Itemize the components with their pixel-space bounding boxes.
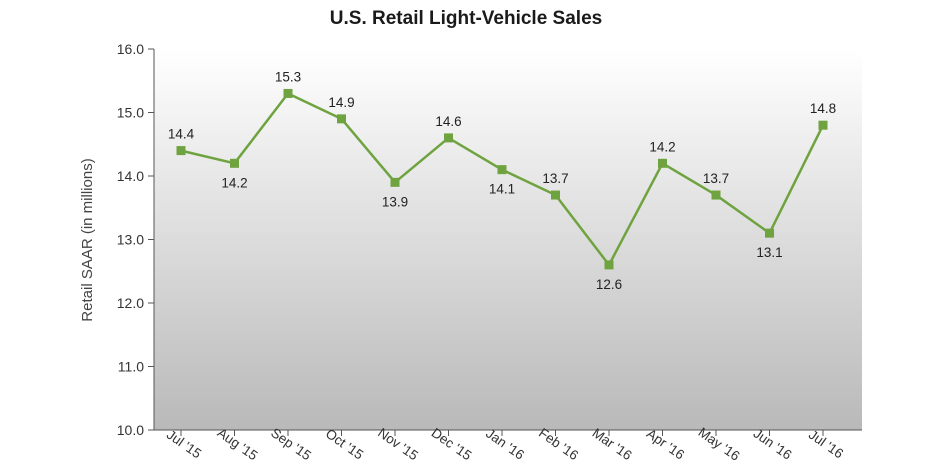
- data-label: 13.7: [542, 171, 568, 186]
- y-axis-label: Retail SAAR (in millions): [79, 158, 96, 321]
- data-point: [444, 133, 453, 143]
- data-point: [604, 260, 614, 270]
- data-point: [765, 228, 774, 238]
- series-group: 14.4 14.2 15.3 14.9 13.9 14.6 14.1 13.7 12.6 14.2…: [168, 69, 836, 291]
- data-point: [176, 146, 186, 156]
- data-label: 14.8: [810, 101, 836, 116]
- x-tick-label: Jul '15: [164, 427, 204, 461]
- data-point: [551, 190, 560, 200]
- data-label: 13.7: [703, 171, 729, 186]
- chart-title: U.S. Retail Light-Vehicle Sales: [330, 8, 602, 29]
- x-tick-label: Jan '16: [483, 426, 527, 463]
- data-label: 15.3: [275, 69, 301, 84]
- x-tick-label: Jul '16: [806, 427, 846, 461]
- x-tick-label: Feb '16: [536, 425, 581, 463]
- data-label: 14.4: [168, 127, 195, 142]
- x-tick-label: Sep '15: [268, 425, 314, 463]
- data-point: [230, 158, 239, 168]
- y-tick-label: 16.0: [117, 41, 144, 57]
- data-label: 13.1: [756, 245, 782, 260]
- data-label: 14.2: [221, 175, 247, 190]
- data-label: 14.2: [649, 139, 675, 154]
- data-label: 14.9: [328, 95, 354, 110]
- x-tick-label: Dec '15: [429, 425, 475, 463]
- x-tick-label: Nov '15: [375, 425, 421, 463]
- y-tick-label: 10.0: [117, 422, 144, 438]
- data-point: [390, 177, 400, 187]
- data-label: 14.1: [489, 182, 515, 197]
- data-label: 12.6: [596, 277, 622, 292]
- x-tick-label: Apr '16: [644, 426, 687, 463]
- data-point: [711, 190, 721, 200]
- y-tick-label: 13.0: [117, 232, 144, 248]
- y-tick-label: 12.0: [117, 295, 144, 311]
- data-point: [658, 158, 667, 168]
- data-point: [818, 120, 828, 130]
- y-tick-label: 14.0: [117, 168, 144, 184]
- data-point: [283, 88, 293, 98]
- data-label: 14.6: [435, 114, 461, 129]
- y-tick-label: 15.0: [117, 105, 144, 121]
- y-tick-label: 11.0: [118, 359, 144, 375]
- x-tick-label: Jun '16: [751, 426, 795, 463]
- x-tick-label: Mar '16: [590, 425, 635, 463]
- data-label: 13.9: [382, 194, 408, 209]
- data-point: [497, 165, 507, 175]
- x-tick-label: Aug '15: [215, 425, 261, 463]
- data-point: [337, 114, 346, 124]
- x-tick-label: Oct '15: [323, 426, 366, 463]
- plot-area: [154, 49, 862, 430]
